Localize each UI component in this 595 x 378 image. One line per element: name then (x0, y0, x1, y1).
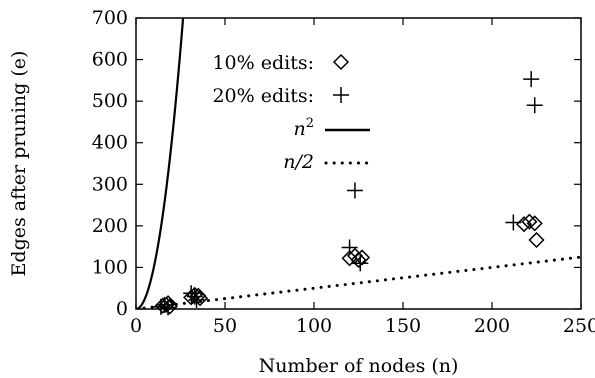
point-20pct-edits (186, 288, 203, 305)
reference-curves (136, 18, 581, 309)
y-tick-label: 700 (92, 7, 128, 29)
legend-item-n-squared: n2 (293, 116, 370, 140)
x-tick-label: 200 (474, 315, 510, 337)
point-20pct-edits (505, 214, 522, 231)
legend-label: n2 (293, 116, 314, 140)
data-points (152, 71, 545, 316)
legend-item-20pct-edits: 20% edits: (212, 85, 349, 107)
y-tick-label: 400 (92, 132, 128, 154)
legend-label: 10% edits: (212, 52, 314, 74)
plot-border (135, 17, 582, 310)
curve-n-half (136, 255, 581, 309)
point-20pct-edits (526, 97, 543, 114)
legend-item-10pct-edits: 10% edits: (212, 52, 350, 74)
point-10pct-edits (353, 249, 371, 266)
y-tick-label: 0 (116, 298, 128, 320)
legend-label: 20% edits: (212, 85, 314, 107)
legend-symbol-diamond (332, 53, 350, 71)
legend-item-n-half: n/2 (283, 151, 372, 173)
point-20pct-edits (346, 182, 363, 199)
y-tick-label: 100 (92, 256, 128, 278)
point-20pct-edits (523, 71, 540, 88)
y-tick-label: 600 (92, 49, 128, 71)
x-tick-label: 0 (130, 315, 142, 337)
x-tick-label: 250 (563, 315, 595, 337)
point-10pct-edits (528, 231, 545, 249)
point-10pct-edits (341, 250, 358, 267)
y-tick-label: 300 (92, 173, 128, 195)
x-axis-title: Number of nodes (n) (259, 355, 459, 377)
point-10pct-edits (521, 213, 538, 230)
point-20pct-edits (160, 299, 177, 316)
plot-frame (135, 17, 582, 310)
y-tick-label: 500 (92, 90, 128, 112)
x-axis: 0 50 100 150 200 250 (130, 18, 595, 337)
point-10pct-edits (350, 251, 367, 269)
point-20pct-edits (341, 239, 358, 256)
point-10pct-edits (526, 215, 543, 232)
y-tick-label: 200 (92, 215, 128, 237)
y-axis: 0 100 200 300 400 500 600 700 (92, 7, 581, 320)
x-tick-label: 150 (385, 315, 421, 337)
x-tick-label: 100 (296, 315, 332, 337)
point-20pct-edits (188, 291, 205, 308)
point-20pct-edits (156, 296, 173, 313)
legend-symbol-plus (333, 87, 349, 103)
x-tick-label: 50 (213, 315, 237, 337)
legend-label: n/2 (283, 151, 314, 173)
curve-n-squared (136, 18, 185, 309)
y-axis-title: Edges after pruning (e) (8, 51, 30, 277)
legend: 10% edits: 20% edits: n2 n/2 (212, 52, 372, 173)
point-20pct-edits (352, 255, 369, 272)
